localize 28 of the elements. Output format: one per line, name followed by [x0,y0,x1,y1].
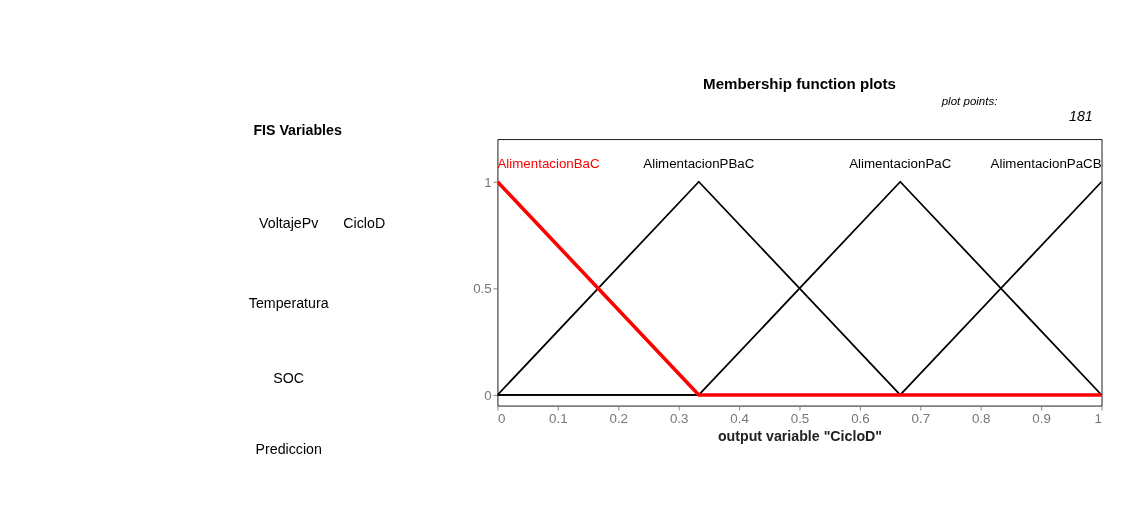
x-tick-label: 0.3 [669,410,689,426]
text: plot points: [940,95,998,108]
text: Prediccion [255,441,322,458]
x-tick-label: 0.5 [790,410,810,426]
series-label: AlimentacionBaC [497,156,600,172]
series-label: AlimentacionPaC [849,156,952,172]
x-tick-label: 1 [1094,410,1103,426]
x-tick-label: 0.4 [730,410,750,426]
text: VoltajePv [259,214,320,231]
x-tick-label: 0.9 [1032,410,1051,426]
text: SOC [273,370,305,387]
x-tick-label: 0.2 [609,410,629,426]
x-tick-label: 0 [497,410,506,426]
x-axis-title: output variable "CicloD" [717,427,883,444]
x-tick-label: 0.8 [971,410,991,426]
text: FIS Variables [253,121,342,138]
chart-title: Membership function plots [703,75,896,93]
text: 181 [1068,108,1093,125]
x-tick-label: 0.1 [549,410,568,426]
x-tick-label: 0.7 [911,410,931,426]
y-tick-label: 1 [484,174,492,190]
series-label: AlimentacionPBaC [643,156,755,172]
text: Temperatura [248,294,329,311]
text: CicloD [343,214,386,231]
series-label: AlimentacionPaCB [990,156,1102,172]
x-tick-label: 0.6 [851,410,870,426]
y-tick-label: 0.5 [473,281,492,297]
y-tick-label: 0 [484,387,492,403]
